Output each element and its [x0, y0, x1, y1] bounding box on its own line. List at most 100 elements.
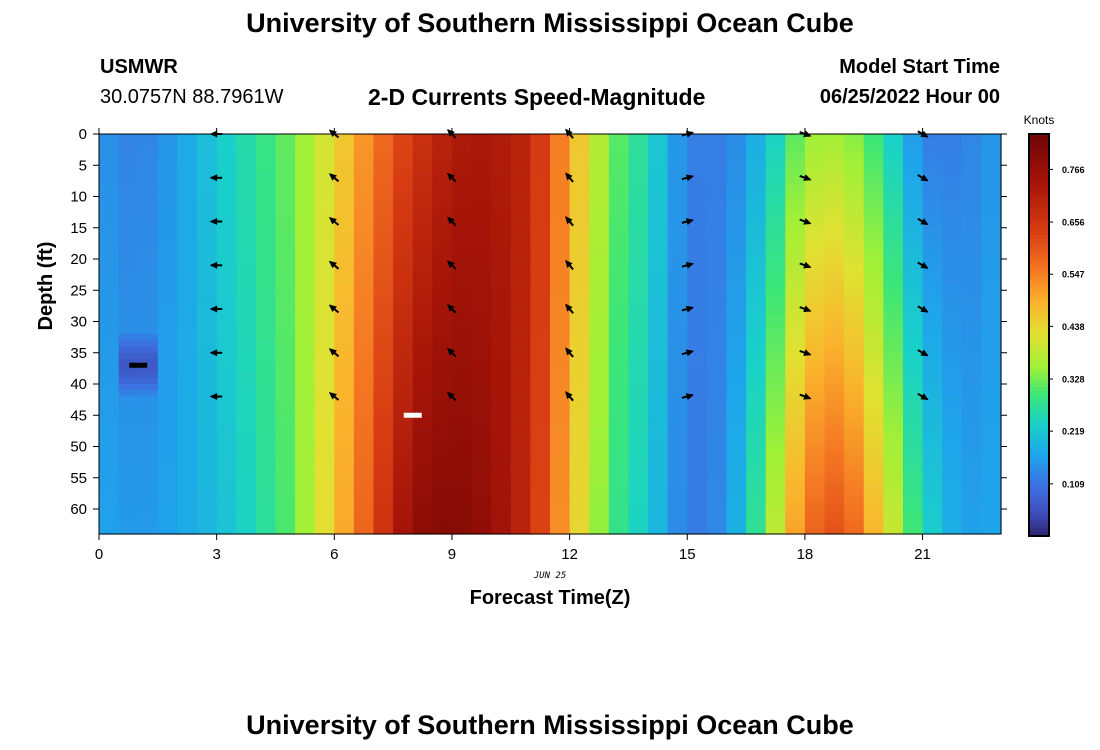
arrow-head: [209, 174, 218, 182]
heat-cell: [942, 265, 963, 273]
heat-cell: [432, 371, 453, 379]
heat-cell: [726, 309, 747, 316]
heat-cell: [255, 465, 277, 473]
heat-cell: [746, 215, 767, 223]
heat-cell: [530, 452, 551, 460]
heat-cell: [255, 390, 277, 398]
heat-cell: [883, 271, 904, 279]
heat-cell: [197, 165, 218, 173]
heat-cell: [491, 271, 512, 279]
heat-cell: [628, 134, 649, 141]
heat-cell: [824, 421, 845, 429]
heat-cell: [216, 402, 237, 410]
heat-cell: [981, 409, 1002, 416]
heat-cell: [648, 184, 669, 191]
heat-cell: [648, 340, 669, 348]
heat-cell: [706, 421, 728, 429]
heat-cell: [981, 252, 1002, 260]
heat-cell: [295, 309, 316, 316]
heat-cell: [314, 371, 335, 379]
plot-frame: [98, 133, 1002, 535]
heat-cell: [118, 384, 139, 391]
colorbar-cell: [1029, 475, 1049, 481]
heat-cell: [118, 240, 139, 248]
heat-cell: [373, 184, 394, 191]
heat-cell: [687, 159, 708, 166]
heat-cell: [589, 196, 610, 204]
heat-cell: [942, 165, 963, 173]
heat-cell: [412, 134, 433, 141]
heat-cell: [785, 390, 806, 398]
heat-cell: [334, 146, 355, 154]
heat-cell: [236, 440, 257, 448]
heat-cell: [648, 284, 669, 291]
heat-cell: [824, 215, 845, 223]
heat-cell: [961, 415, 982, 423]
colorbar-cell: [1029, 347, 1049, 352]
heat-cell: [667, 434, 688, 441]
heat-cell: [353, 484, 375, 491]
heat-cell: [648, 190, 669, 198]
heat-cell: [687, 177, 708, 185]
heat-cell: [765, 415, 786, 423]
heat-cell: [138, 190, 159, 198]
heat-cell: [942, 365, 963, 373]
heat-cell: [804, 359, 826, 366]
heat-cell: [412, 290, 433, 298]
heat-cell: [353, 340, 375, 348]
heat-cell: [471, 152, 492, 160]
heat-cell: [157, 284, 179, 291]
heat-cell: [412, 334, 433, 341]
heat-cell: [687, 346, 708, 354]
heat-cell: [746, 421, 767, 429]
heat-cell: [491, 452, 512, 460]
heat-cell: [177, 296, 198, 304]
heat-cell: [589, 227, 610, 235]
heat-cell: [863, 421, 884, 429]
heat-cell: [510, 427, 531, 435]
heat-cell: [432, 409, 453, 416]
heat-cell: [706, 202, 728, 210]
heat-cell: [746, 134, 767, 141]
heat-cell: [942, 215, 963, 223]
heat-cell: [432, 427, 453, 435]
heat-cell: [824, 165, 845, 173]
heat-cell: [393, 459, 414, 466]
heat-cell: [373, 134, 394, 141]
heat-cell: [804, 440, 826, 448]
heat-cell: [844, 277, 865, 285]
heat-cell: [197, 346, 218, 354]
heat-cell: [863, 509, 884, 516]
heat-cell: [804, 209, 826, 216]
heat-cell: [863, 377, 884, 385]
heat-cell: [334, 496, 355, 504]
heat-cell: [648, 484, 669, 491]
heat-cell: [295, 234, 316, 241]
heat-cell: [236, 346, 257, 354]
heat-cell: [236, 246, 257, 254]
heat-cell: [589, 509, 610, 516]
heat-cell: [314, 515, 335, 523]
heat-cell: [902, 309, 924, 316]
heat-cell: [589, 290, 610, 298]
heat-cell: [942, 327, 963, 335]
heat-cell: [99, 484, 120, 491]
arrow-head: [447, 129, 455, 137]
heat-cell: [412, 177, 433, 185]
heat-cell: [393, 359, 414, 366]
heat-cell: [550, 515, 571, 523]
heat-cell: [981, 271, 1002, 279]
colorbar-tick-label: 0.547: [1062, 270, 1085, 280]
heat-cell: [510, 496, 531, 504]
heat-cell: [177, 527, 198, 535]
heat-cell: [726, 440, 747, 448]
heat-cell: [451, 359, 473, 366]
heat-cell: [255, 309, 277, 316]
heat-cell: [667, 152, 688, 160]
heat-cell: [942, 134, 963, 141]
heat-cell: [785, 321, 806, 329]
heat-cell: [824, 290, 845, 298]
heat-cell: [118, 471, 139, 479]
heat-cell: [785, 296, 806, 304]
heat-cell: [824, 384, 845, 391]
